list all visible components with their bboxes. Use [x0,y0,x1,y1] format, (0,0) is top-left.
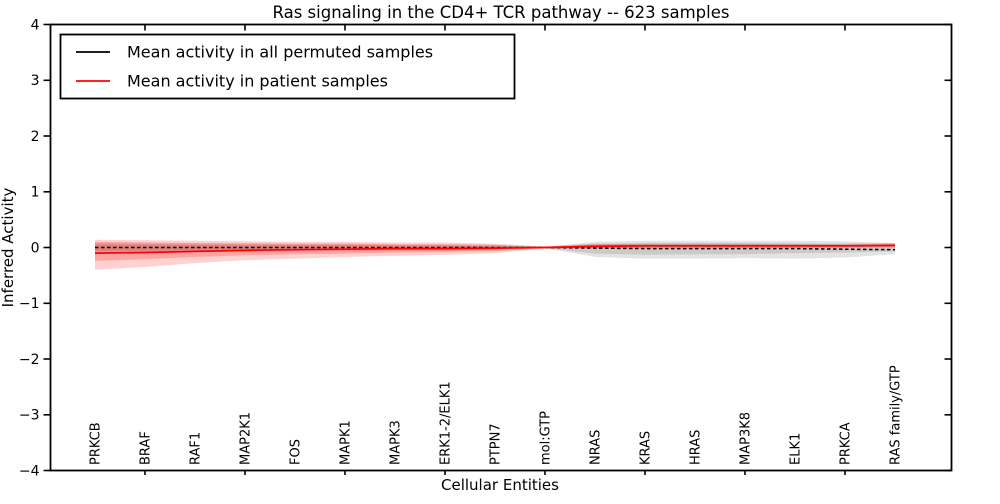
y-tick-label: −3 [19,408,40,424]
x-category-label: mol:GTP [539,411,554,465]
x-category-label: ELK1 [789,433,804,465]
y-tick-label: −1 [19,296,40,312]
x-category-label: PRKCB [89,422,104,465]
legend-label-patient: Mean activity in patient samples [127,72,388,91]
x-category-label: ERK1-2/ELK1 [439,381,454,465]
legend: Mean activity in all permuted samples Me… [59,33,516,100]
legend-box [59,33,516,100]
x-category-label: RAS family/GTP [889,365,904,465]
y-tick-label: 0 [31,240,40,256]
x-category-label: PTPN7 [489,423,504,465]
x-category-label: BRAF [139,431,154,465]
x-axis-title: Cellular Entities [441,476,559,494]
series-lines [94,244,896,254]
x-axis-ticks [144,24,846,475]
x-axis-tick-labels: PRKCB BRAF RAF1 MAP2K1 FOS MAPK1 MAPK3 ERK1-2/E… [89,365,904,465]
x-category-label: MAP3K8 [739,412,754,465]
y-tick-label: 3 [31,73,40,89]
series-line-patient [94,244,896,254]
y-axis-ticks [43,23,952,472]
x-category-label: FOS [289,439,304,465]
y-axis-title: Inferred Activity [0,187,17,307]
chart-title: Ras signaling in the CD4+ TCR pathway --… [273,3,730,22]
series-line-permuted [95,246,896,251]
y-tick-label: 2 [31,129,40,145]
x-category-label: PRKCA [839,422,854,465]
legend-label-permuted: Mean activity in all permuted samples [127,43,433,62]
x-category-label: MAPK3 [389,420,404,465]
y-tick-label: −4 [19,463,40,479]
y-tick-label: 1 [31,185,40,201]
y-axis-tick-labels: 4 3 2 1 0 −1 −2 −3 −4 [19,17,40,479]
x-category-label: NRAS [589,430,604,465]
x-category-label: MAPK1 [339,420,354,465]
x-category-label: MAP2K1 [239,412,254,465]
y-tick-label: 4 [31,17,40,33]
x-category-label: HRAS [689,430,704,465]
x-category-label: RAF1 [189,432,204,465]
y-tick-label: −2 [19,352,40,368]
x-category-label: KRAS [639,431,654,465]
